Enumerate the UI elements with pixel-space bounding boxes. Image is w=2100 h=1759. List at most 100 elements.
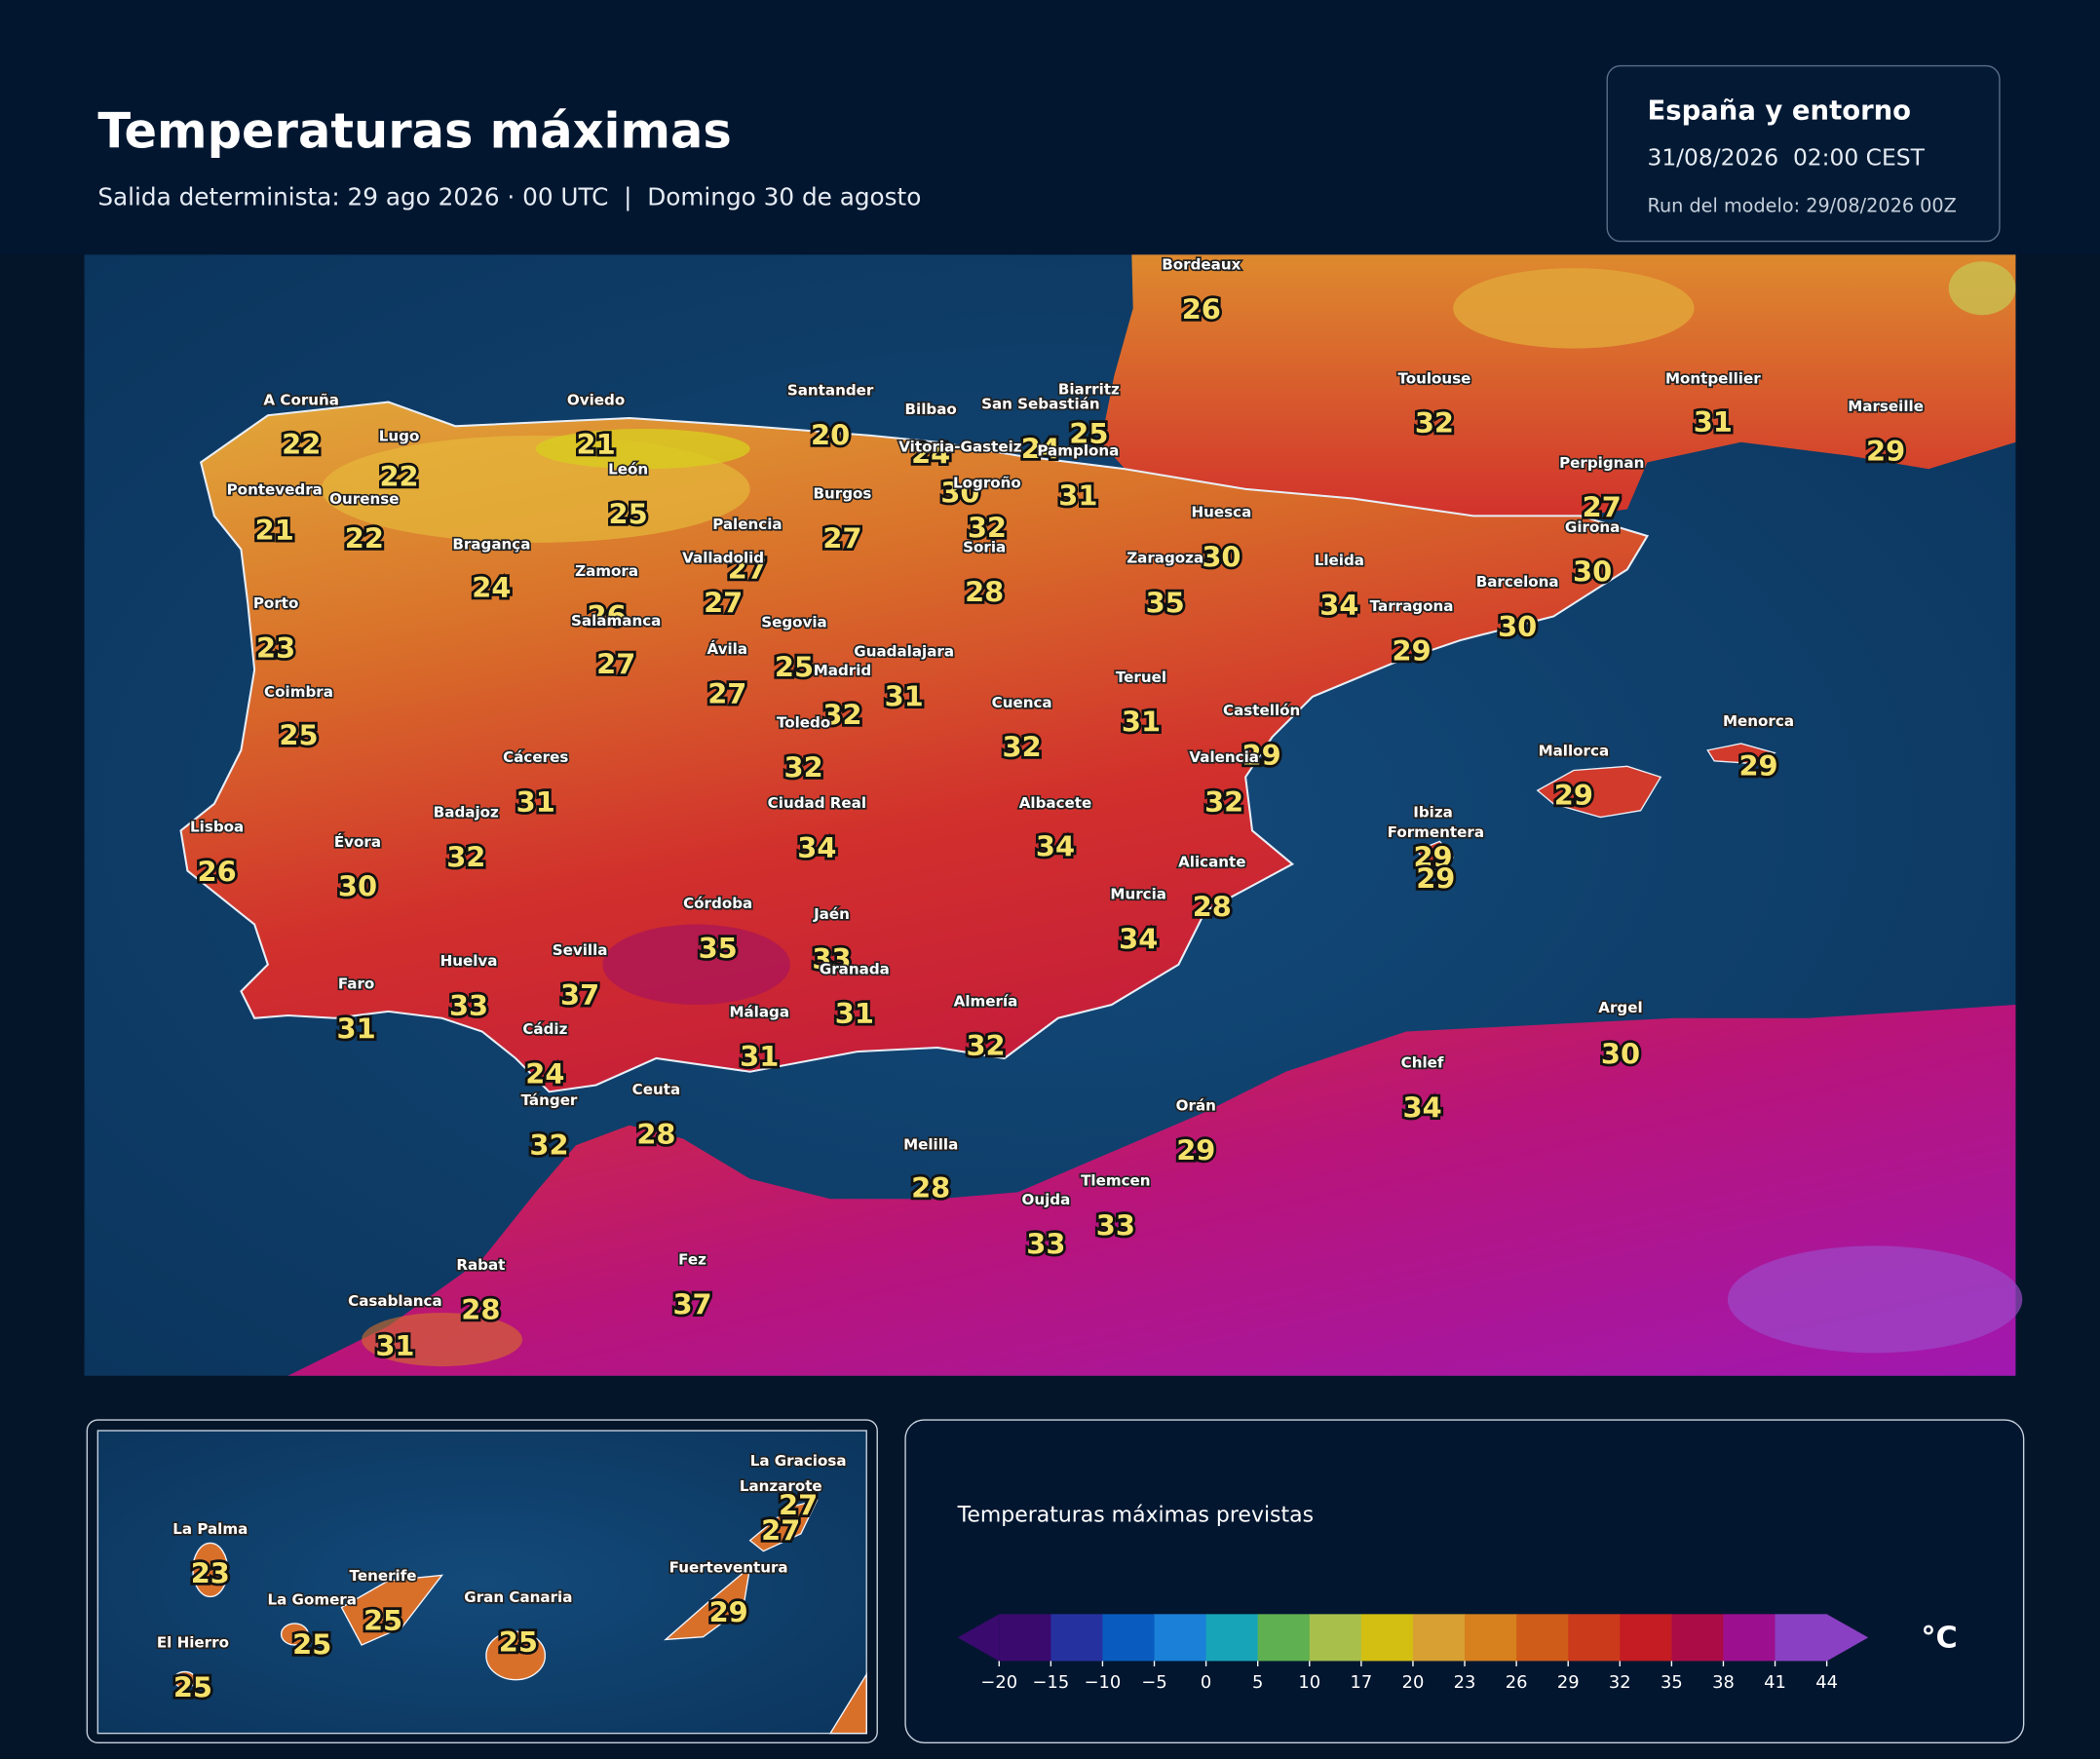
city-temp: 27 <box>707 677 746 710</box>
city-name: León <box>608 461 648 478</box>
city-temp: 21 <box>577 428 616 461</box>
city-temp: 28 <box>965 575 1004 608</box>
city-name: San Sebastián <box>981 395 1100 412</box>
city-temp: 27 <box>728 553 767 586</box>
city-temp: 32 <box>966 1029 1005 1062</box>
city-temp: 23 <box>191 1557 230 1590</box>
city-temp: 28 <box>911 1171 950 1205</box>
color-step <box>1360 1614 1414 1662</box>
city-temp: 32 <box>1415 406 1454 440</box>
tick-label: 32 <box>1609 1672 1631 1693</box>
tick-label: 29 <box>1557 1672 1580 1693</box>
city-name: Pontevedra <box>227 480 323 498</box>
tick-label: 26 <box>1506 1672 1528 1693</box>
city-name: Segovia <box>761 613 827 631</box>
island <box>485 1630 547 1681</box>
city-temp: 25 <box>1069 417 1108 450</box>
color-step <box>999 1614 1052 1662</box>
city-temp: 25 <box>608 498 647 531</box>
city-name: Montpellier <box>1665 369 1761 387</box>
city-name: Formentera <box>1388 823 1484 841</box>
datetime: 31/08/2026 02:00 CEST <box>1647 143 1925 171</box>
city-name: Tlemcen <box>1081 1172 1150 1190</box>
city-temp: 32 <box>529 1128 568 1162</box>
city-name: Lugo <box>379 427 420 444</box>
color-step <box>1516 1614 1569 1662</box>
city-temp: 25 <box>173 1671 212 1704</box>
city-temp: 32 <box>1003 731 1042 764</box>
city-temp: 29 <box>1416 861 1455 895</box>
city-name: Castellón <box>1223 702 1300 719</box>
city-temp: 25 <box>775 650 814 683</box>
city-name: Ávila <box>706 639 747 658</box>
color-step <box>1309 1614 1362 1662</box>
tick-label: 23 <box>1454 1672 1476 1693</box>
france <box>1100 254 2016 516</box>
city-temp: 27 <box>1583 491 1622 524</box>
heat-zone <box>362 1313 523 1367</box>
city-name: Marseille <box>1848 398 1924 415</box>
city-temp: 30 <box>940 477 979 510</box>
tick-label: −5 <box>1141 1672 1166 1693</box>
city-name: Ourense <box>329 490 399 508</box>
heat-zone <box>1453 268 1695 349</box>
city-temp: 32 <box>784 750 823 784</box>
city-temp: 24 <box>911 438 950 471</box>
city-name: Argel <box>1598 999 1642 1016</box>
tick-label: −10 <box>1085 1672 1122 1693</box>
city-temp: 31 <box>1694 405 1733 439</box>
color-step <box>1257 1614 1311 1662</box>
heat-zone <box>535 429 750 470</box>
city-temp: 21 <box>255 514 294 547</box>
city-name: Lisboa <box>190 819 244 836</box>
city-name: Casablanca <box>348 1292 442 1310</box>
tick-label: −20 <box>980 1672 1017 1693</box>
city-temp: 34 <box>1119 922 1158 955</box>
city-name: Tánger <box>521 1091 578 1109</box>
city-name: Murcia <box>1110 885 1166 902</box>
title: Temperaturas máximas <box>97 102 732 159</box>
city-temp: 29 <box>1866 435 1905 468</box>
model-run: Run del modelo: 29/08/2026 00Z <box>1647 194 1956 216</box>
city-labels: Bordeaux 26 A Coruña 22 Lugo 22 Oviedo 21 Santan… <box>188 254 1925 1365</box>
city-temp: 20 <box>811 419 850 452</box>
city-temp: 29 <box>1392 634 1431 668</box>
tick-label: 5 <box>1252 1672 1263 1693</box>
city-name: Fuerteventura <box>669 1559 788 1577</box>
legend-panel <box>904 1419 2025 1743</box>
city-name: Ceuta <box>632 1081 681 1098</box>
city-name: Salamanca <box>571 612 661 630</box>
colorbar: −20 −15 −10 −5 0 5 10 17 20 23 26 29 32 35 38 41 44 <box>957 1614 1869 1693</box>
tick-label: 20 <box>1402 1672 1425 1693</box>
city-name: Bilbao <box>905 401 957 418</box>
city-name: Santander <box>787 382 874 400</box>
city-name: Zaragoza <box>1126 549 1203 566</box>
island <box>172 1670 197 1689</box>
city-temp: 25 <box>363 1604 402 1637</box>
tick-label: 0 <box>1201 1672 1211 1693</box>
subtitle: Salida determinista: 29 ago 2026 · 00 UT… <box>97 183 921 211</box>
city-name: Tarragona <box>1370 597 1454 615</box>
tick-label: 41 <box>1764 1672 1786 1693</box>
city-name: Huesca <box>1192 504 1252 521</box>
city-temp: 30 <box>1202 541 1241 574</box>
legend-title: Temperaturas máximas previstas <box>957 1504 1314 1528</box>
city-temp: 24 <box>525 1057 564 1090</box>
city-temp: 29 <box>1738 749 1777 783</box>
city-temp: 26 <box>198 856 237 889</box>
city-temp: 29 <box>1176 1133 1215 1166</box>
color-step <box>1775 1614 1828 1662</box>
city-name: Évora <box>334 832 381 851</box>
city-temp: 33 <box>449 989 488 1022</box>
city-name: La Graciosa <box>750 1452 847 1470</box>
map <box>84 254 2023 1376</box>
city-temp: 37 <box>672 1287 711 1320</box>
city-temp: 28 <box>1193 890 1232 923</box>
city-name: Valladolid <box>682 549 764 566</box>
tick-label: 35 <box>1661 1672 1683 1693</box>
africa <box>287 1005 2016 1376</box>
city-name: Ibiza <box>1413 804 1453 822</box>
